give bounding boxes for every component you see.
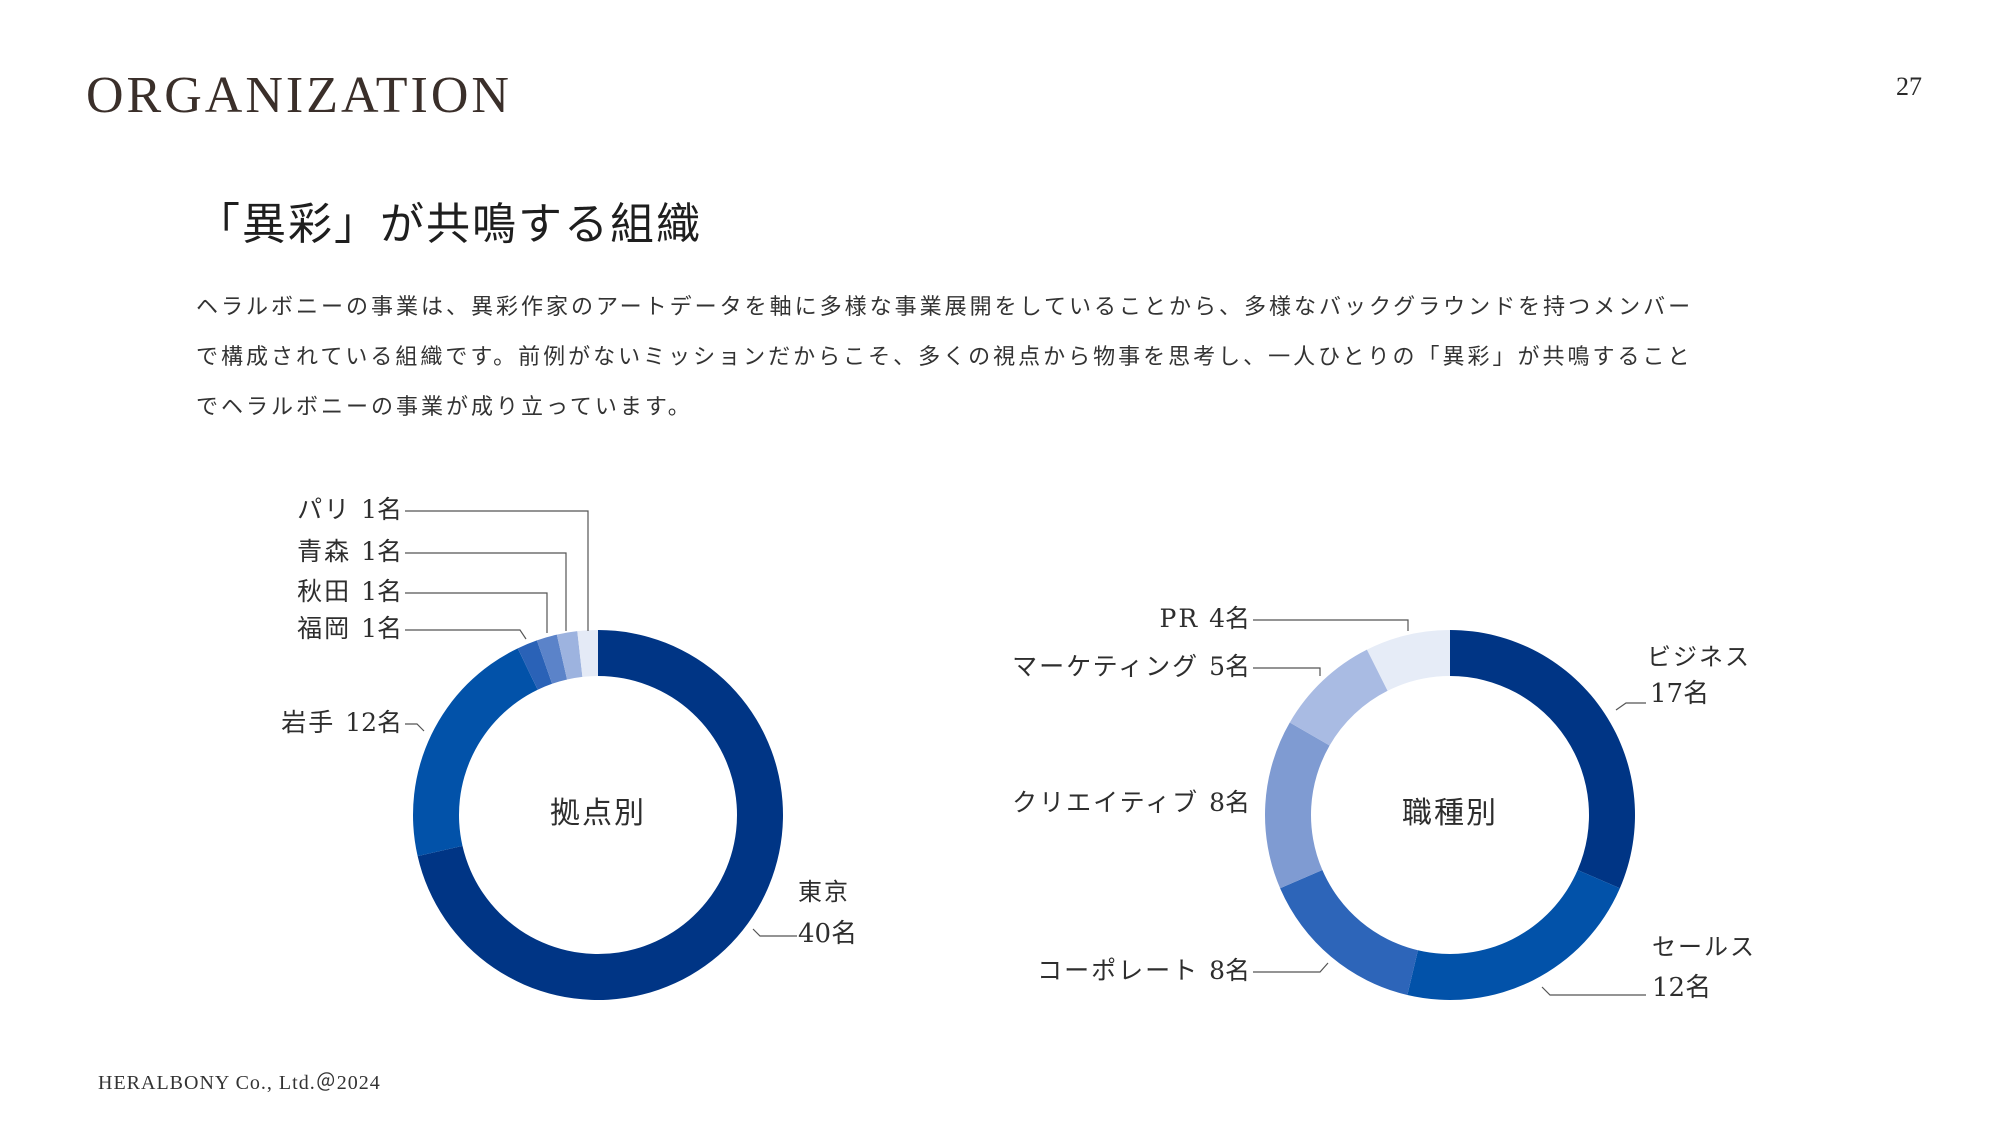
slice-label: ビジネス bbox=[1647, 643, 1751, 671]
slice-label: 秋田 1名 bbox=[297, 577, 402, 606]
donut-slice bbox=[1265, 722, 1330, 889]
slice-label: 岩手 12名 bbox=[281, 708, 402, 737]
leader-line bbox=[405, 552, 567, 631]
leader-line bbox=[405, 723, 425, 732]
donut-slice bbox=[1450, 630, 1635, 889]
donut-slice bbox=[412, 648, 538, 857]
leader-line bbox=[1541, 986, 1646, 996]
section-title: ORGANIZATION bbox=[86, 67, 512, 124]
slice-label: PR 4名 bbox=[1160, 604, 1251, 633]
donut-slice bbox=[517, 640, 553, 690]
slice-value: 40名 bbox=[798, 919, 857, 949]
footer-copyright: HERALBONY Co., Ltd.＠2024 bbox=[98, 1072, 381, 1094]
slice-label: クリエイティブ 8名 bbox=[1012, 788, 1250, 817]
slice-label: マーケティング 5名 bbox=[1012, 652, 1250, 681]
description-line: でヘラルボニーの事業が成り立っています。 bbox=[196, 395, 693, 420]
leader-line bbox=[405, 629, 527, 640]
leader-line bbox=[405, 510, 589, 631]
donut-slice bbox=[1366, 630, 1450, 691]
slice-label: 青森 1名 bbox=[297, 537, 402, 566]
donut-slice bbox=[556, 631, 583, 680]
slice-value: 12名 bbox=[1652, 973, 1711, 1003]
leader-line bbox=[1253, 619, 1409, 631]
leader-line bbox=[752, 928, 797, 937]
slice-label: セールス bbox=[1652, 933, 1756, 961]
donut-slice bbox=[1280, 870, 1418, 996]
slice-label: 東京 bbox=[798, 878, 850, 906]
donut-slice bbox=[577, 630, 598, 677]
donut-center-label: 職種別 bbox=[1402, 796, 1498, 831]
slice-label: 福岡 1名 bbox=[297, 614, 402, 643]
description-line: で構成されている組織です。前例がないミッションだからこそ、多くの視点から物事を思… bbox=[196, 345, 1693, 370]
slice-value: 17名 bbox=[1650, 679, 1709, 709]
page-heading: 「異彩」が共鳴する組織 bbox=[196, 199, 702, 250]
description-paragraph: ヘラルボニーの事業は、異彩作家のアートデータを軸に多様な事業展開をしていることか… bbox=[196, 283, 1836, 433]
slice-label: コーポレート 8名 bbox=[1037, 956, 1250, 985]
slice-label: パリ 1名 bbox=[297, 495, 402, 524]
donut-slice bbox=[1289, 649, 1388, 746]
donut-center-label: 拠点別 bbox=[550, 796, 646, 831]
donut-slice bbox=[1407, 870, 1620, 1000]
description-line: ヘラルボニーの事業は、異彩作家のアートデータを軸に多様な事業展開をしていることか… bbox=[196, 295, 1694, 320]
leader-line bbox=[405, 592, 548, 633]
leader-line bbox=[1253, 962, 1329, 973]
leader-line bbox=[1615, 702, 1646, 711]
donut-slice bbox=[536, 634, 568, 684]
leader-line bbox=[1253, 667, 1321, 676]
page-number: 27 bbox=[1896, 72, 1922, 101]
